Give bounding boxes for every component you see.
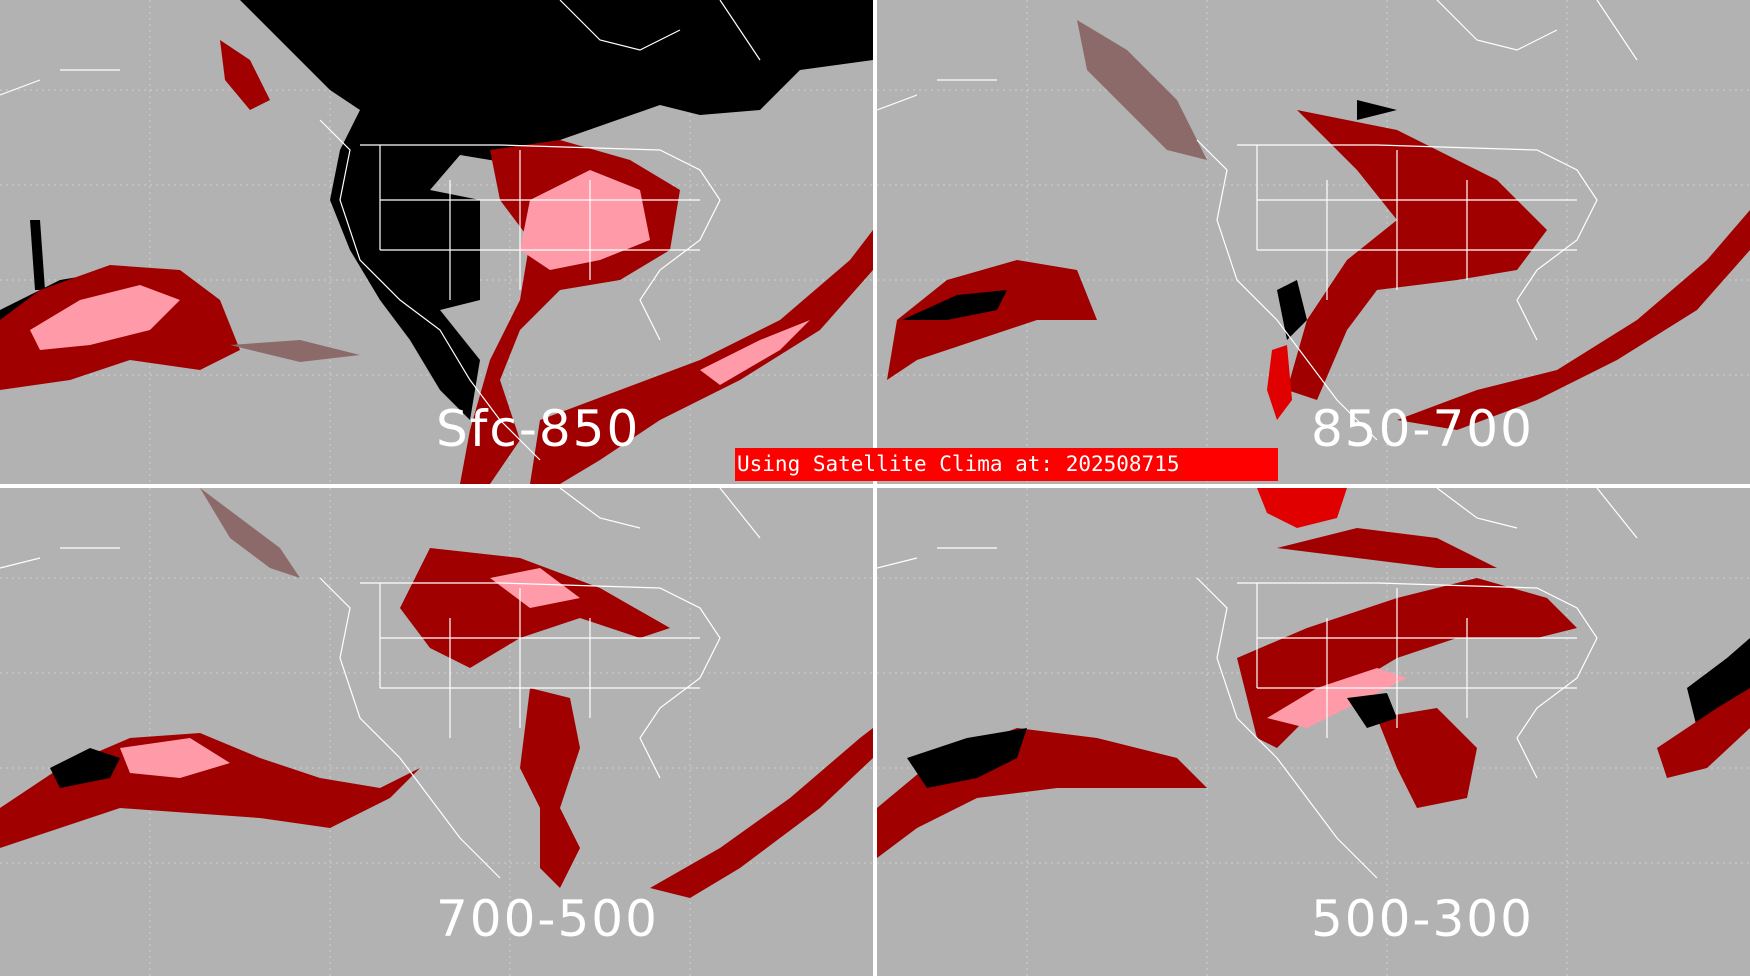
coastline-outline (877, 0, 1638, 441)
mask-region (1347, 693, 1397, 728)
cloud-layer (1397, 210, 1750, 430)
mask-region (240, 0, 873, 420)
map-500-300 (877, 488, 1750, 976)
satellite-clima-banner: Using Satellite Clima at: 202508715 (735, 448, 1278, 481)
cloud-layer (1257, 488, 1347, 528)
map-850-700 (877, 0, 1750, 484)
cloud-layer (520, 688, 580, 888)
panel-sfc-850: Sfc-850 (0, 0, 873, 484)
mask-region (50, 748, 120, 788)
cloud-layer (1267, 345, 1292, 420)
map-700-500 (0, 488, 873, 976)
mask-region (902, 290, 1007, 320)
coastline-outline (877, 488, 1638, 879)
panel-label: 850-700 (1311, 400, 1534, 458)
cloud-layer (0, 733, 420, 848)
coastline-outline (0, 0, 761, 461)
cloud-layer (230, 340, 360, 362)
cloud-layer (1287, 110, 1547, 400)
cloud-layer (200, 488, 300, 578)
panel-500-300: 500-300 (877, 488, 1750, 976)
cloud-layer (400, 548, 670, 668)
cloud-layer (1657, 688, 1750, 778)
panel-label: 500-300 (1311, 890, 1534, 948)
cloud-layer (887, 260, 1097, 380)
cloud-layer (1277, 528, 1497, 568)
cloud-layer (220, 40, 270, 110)
cloud-layer (30, 285, 180, 350)
mask-region (1357, 100, 1397, 120)
cloud-layer (700, 320, 810, 385)
panel-700-500: 700-500 (0, 488, 873, 976)
cloud-layer (490, 568, 580, 608)
mask-region (907, 728, 1027, 788)
map-sfc-850 (0, 0, 873, 484)
coastline-outline (0, 488, 761, 879)
panel-label: Sfc-850 (436, 400, 641, 458)
cloud-layer (530, 230, 873, 484)
panel-850-700: 850-700 (877, 0, 1750, 484)
cloud-layer (1267, 668, 1407, 728)
cloud-layer (1077, 20, 1207, 160)
cloud-layer (120, 738, 230, 778)
panel-label: 700-500 (436, 890, 659, 948)
cloud-layer (520, 170, 650, 270)
cloud-layer (650, 728, 873, 898)
mask-region (1277, 280, 1307, 340)
mask-region (30, 220, 45, 290)
cloud-layer (877, 728, 1207, 858)
cloud-layer (1377, 708, 1477, 808)
